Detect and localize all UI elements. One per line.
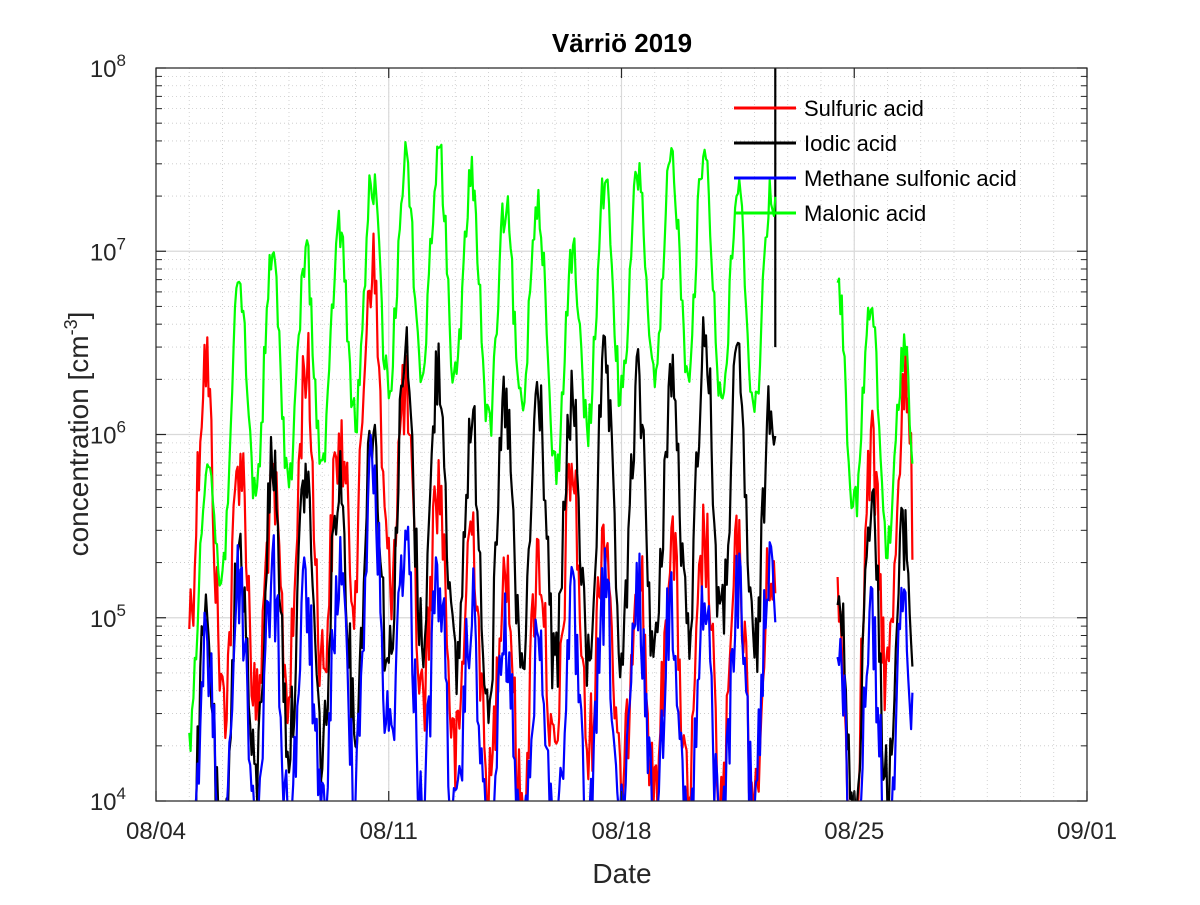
- series-line-sulfuric-acid-segment-1: [188, 232, 777, 801]
- y-tick-exponent: 4: [117, 784, 126, 803]
- legend-label: Methane sulfonic acid: [804, 166, 1017, 191]
- legend-label: Malonic acid: [804, 201, 926, 226]
- y-tick-base: 10: [90, 423, 117, 450]
- y-tick-label: 104: [90, 784, 126, 816]
- y-axis-label-main: concentration [cm: [63, 335, 94, 556]
- series-line-methane-sulfonic-acid-segment-2: [836, 585, 914, 801]
- x-tick-label: 08/11: [360, 818, 418, 845]
- chart-title: Värriö 2019: [552, 28, 692, 58]
- y-tick-base: 10: [90, 606, 117, 633]
- y-tick-exponent: 8: [117, 51, 126, 70]
- x-tick-label: 08/04: [126, 818, 186, 845]
- series-line-iodic-acid-segment-2: [836, 488, 914, 801]
- y-tick-exponent: 6: [117, 418, 126, 437]
- y-tick-label: 105: [90, 601, 126, 633]
- legend-label: Sulfuric acid: [804, 96, 924, 121]
- y-tick-exponent: 5: [117, 601, 126, 620]
- legend: Sulfuric acid Iodic acid Methane sulfonic …: [734, 96, 1017, 226]
- series-line-methane-sulfonic-acid-segment-1: [194, 433, 777, 801]
- y-tick-label: 106: [90, 418, 126, 450]
- x-tick-label: 09/01: [1057, 818, 1117, 845]
- y-tick-base: 10: [90, 56, 117, 83]
- y-axis-label: concentration [cm-3]: [61, 312, 94, 557]
- legend-label: Iodic acid: [804, 131, 897, 156]
- y-axis-label-close: ]: [63, 312, 94, 320]
- y-tick-label: 108: [90, 51, 126, 83]
- y-tick-label: 107: [90, 234, 126, 266]
- x-tick-label: 08/25: [824, 818, 884, 845]
- series-line-malonic-acid-segment-1: [188, 141, 777, 753]
- y-tick-exponent: 7: [117, 234, 126, 253]
- x-axis-label: Date: [592, 858, 651, 889]
- series-line-malonic-acid-segment-2: [836, 277, 914, 560]
- y-tick-base: 10: [90, 789, 117, 816]
- series-line-iodic-acid-segment-1: [195, 316, 777, 801]
- series-layer: [188, 68, 914, 801]
- x-tick-label: 08/18: [591, 818, 651, 845]
- y-tick-base: 10: [90, 239, 117, 266]
- y-axis-label-superscript: -3: [61, 319, 81, 335]
